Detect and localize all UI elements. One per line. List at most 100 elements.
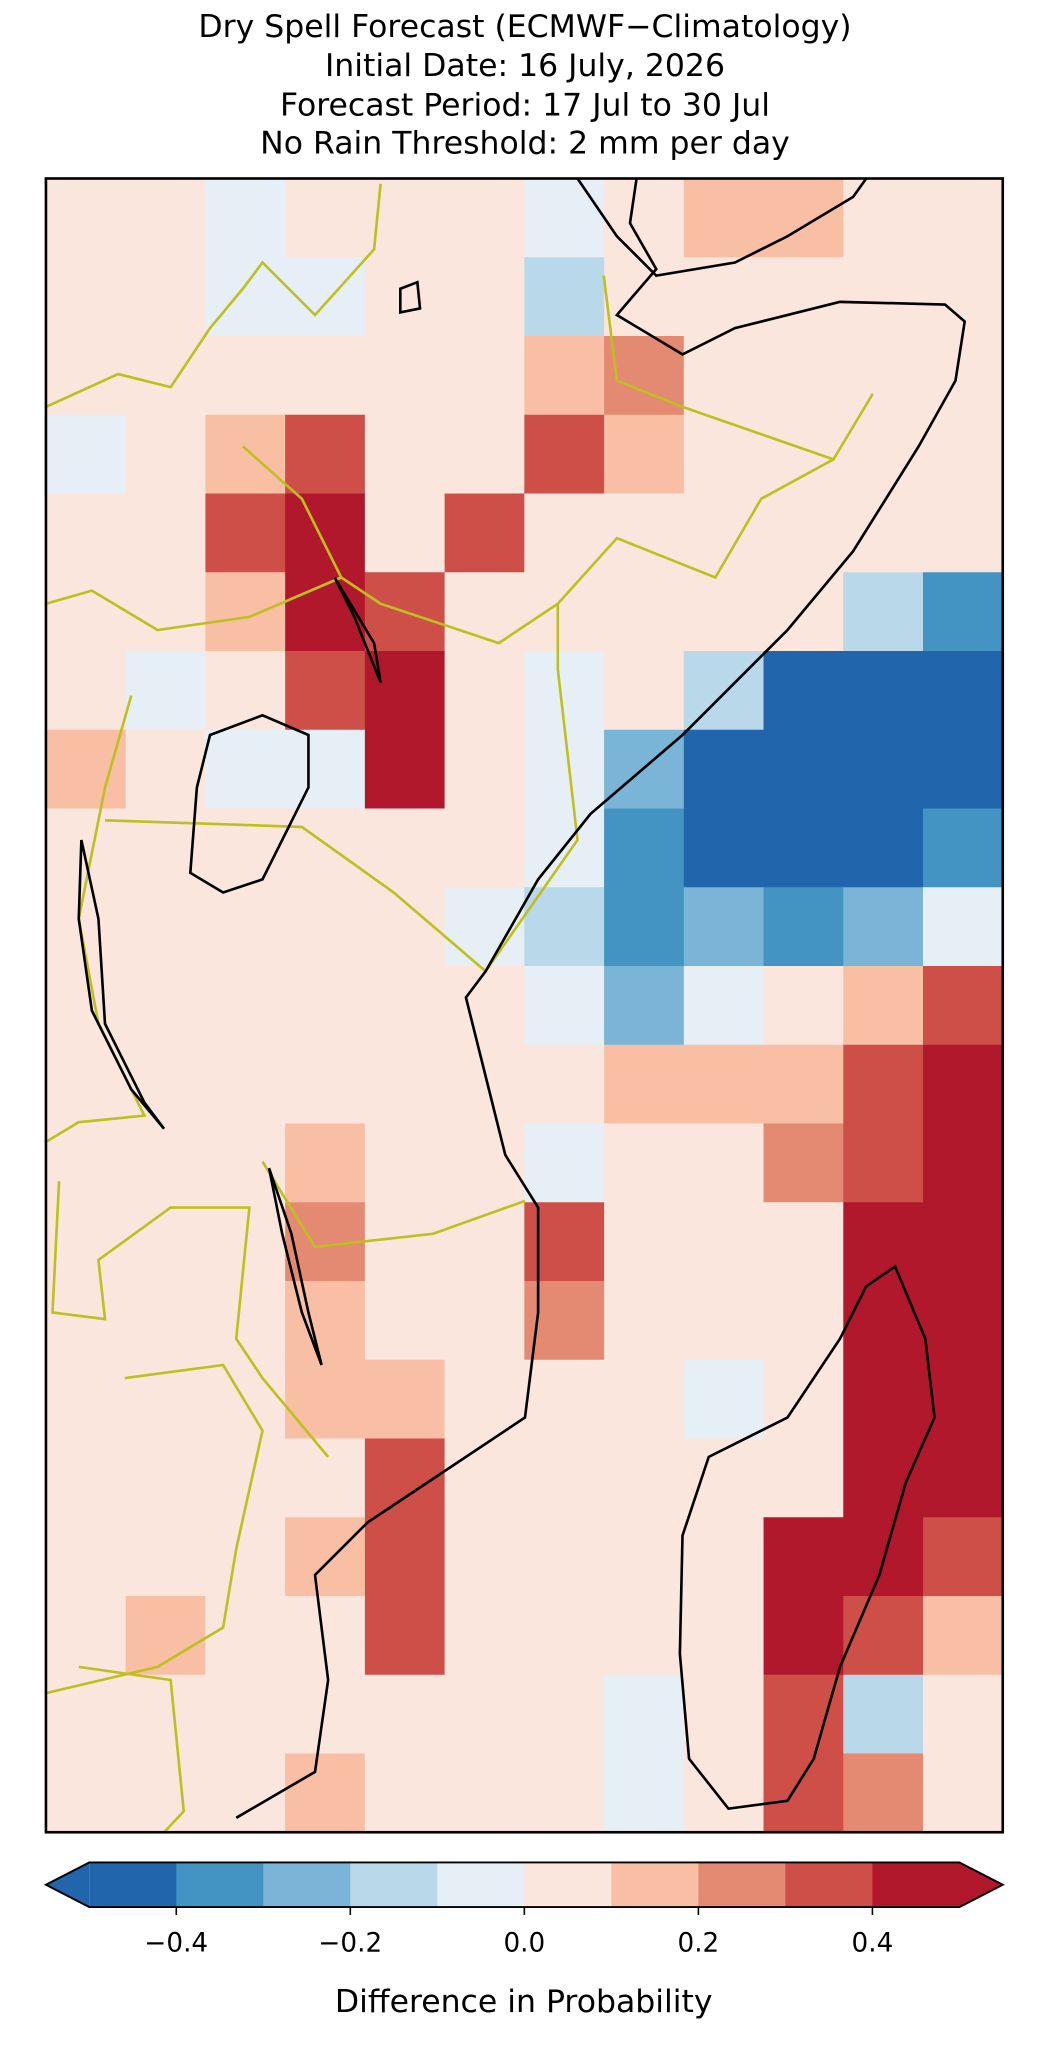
grid-cell bbox=[524, 178, 605, 258]
colorbar: −0.4 −0.2 0.0 0.2 0.4 bbox=[43, 1861, 1005, 1959]
colorbar-segment bbox=[350, 1862, 438, 1908]
border bbox=[45, 576, 342, 632]
grid-cell bbox=[843, 1674, 924, 1755]
title-line: Initial Date: 16 July, 2026 bbox=[325, 48, 725, 84]
grid-cell bbox=[125, 1674, 207, 1755]
grid-cell bbox=[923, 729, 1003, 810]
grid-cell bbox=[524, 1044, 605, 1125]
grid-cell bbox=[205, 1044, 286, 1125]
grid-cell bbox=[444, 966, 525, 1046]
grid-cell bbox=[923, 1674, 1003, 1755]
grid-cell bbox=[364, 1674, 446, 1755]
colorbar-segment bbox=[176, 1862, 264, 1908]
grid-cell bbox=[763, 1123, 844, 1203]
grid-cell bbox=[843, 1596, 924, 1676]
grid-cell bbox=[285, 966, 366, 1046]
grid-cell bbox=[923, 887, 1003, 967]
grid-cell bbox=[843, 493, 924, 573]
grid-cell bbox=[524, 1596, 605, 1676]
grid-cell bbox=[763, 808, 844, 888]
coastlines bbox=[77, 178, 967, 1819]
grid-cell bbox=[923, 1438, 1003, 1518]
grid-cell bbox=[364, 493, 446, 573]
grid-cell bbox=[763, 1044, 844, 1125]
grid-cell bbox=[604, 966, 685, 1046]
grid-cell bbox=[524, 729, 605, 810]
grid-cell bbox=[285, 1044, 366, 1125]
border bbox=[45, 183, 382, 409]
grid-cell bbox=[604, 1517, 685, 1597]
map-frame bbox=[44, 177, 1005, 1834]
grid-cell bbox=[45, 178, 127, 258]
grid-cell bbox=[683, 1359, 765, 1440]
grid-cell bbox=[683, 1674, 765, 1755]
grid-cell bbox=[125, 1202, 207, 1282]
grid-cell bbox=[843, 887, 924, 967]
grid-cell bbox=[763, 1438, 844, 1518]
grid-cell bbox=[205, 651, 286, 731]
grid-cell bbox=[45, 1438, 127, 1518]
colorbar-tick-label: −0.4 bbox=[144, 1929, 208, 1959]
grid-cell bbox=[205, 336, 286, 416]
grid-cell bbox=[524, 887, 605, 967]
grid-cell bbox=[125, 1596, 207, 1676]
grid-cell bbox=[843, 178, 924, 258]
grid-cell bbox=[683, 414, 765, 495]
grid-cell bbox=[843, 808, 924, 888]
grid-cell bbox=[524, 336, 605, 416]
grid-cell bbox=[843, 1359, 924, 1440]
grid-cell bbox=[205, 1281, 286, 1361]
grid-cell bbox=[683, 729, 765, 810]
grid-cell bbox=[763, 887, 844, 967]
grid-cell bbox=[45, 572, 127, 652]
grid-cell bbox=[683, 336, 765, 416]
grid-cell bbox=[683, 1753, 765, 1833]
grid-cell bbox=[205, 729, 286, 810]
grid-cell bbox=[125, 414, 207, 495]
grid-cell bbox=[683, 1438, 765, 1518]
grid-cell bbox=[125, 493, 207, 573]
coastline bbox=[576, 178, 868, 278]
grid-cell bbox=[683, 808, 765, 888]
lake-tanganyika bbox=[77, 839, 166, 1130]
grid-cell bbox=[444, 651, 525, 731]
colorbar-tick-label: 0.2 bbox=[678, 1929, 720, 1959]
grid-cell bbox=[843, 1044, 924, 1125]
colorbar-segment bbox=[872, 1862, 961, 1908]
grid-cell bbox=[604, 414, 685, 495]
grid-cell bbox=[843, 1281, 924, 1361]
grid-cell bbox=[205, 1517, 286, 1597]
grid-cell bbox=[524, 1359, 605, 1440]
grid-cell bbox=[444, 257, 525, 337]
grid-cell bbox=[444, 1596, 525, 1676]
grid-cell bbox=[683, 1281, 765, 1361]
grid-cell bbox=[843, 414, 924, 495]
grid-cell bbox=[923, 414, 1003, 495]
grid-cell bbox=[444, 1438, 525, 1518]
colorbar-tick-label: 0.0 bbox=[503, 1929, 545, 1959]
grid-cell bbox=[364, 729, 446, 810]
grid-cell bbox=[285, 414, 366, 495]
title-line: No Rain Threshold: 2 mm per day bbox=[260, 126, 790, 162]
grid-cell bbox=[604, 257, 685, 337]
grid-cell bbox=[285, 1438, 366, 1518]
grid-cell bbox=[125, 887, 207, 967]
grid-cell bbox=[364, 1202, 446, 1282]
grid-cell bbox=[524, 493, 605, 573]
grid-cell bbox=[125, 257, 207, 337]
grid-cell bbox=[524, 257, 605, 337]
grid-cell bbox=[763, 257, 844, 337]
grid-cell bbox=[923, 178, 1003, 258]
grid-cell bbox=[763, 493, 844, 573]
grid-cell bbox=[285, 1517, 366, 1597]
grid-cell bbox=[125, 1123, 207, 1203]
grid-cell bbox=[444, 1753, 525, 1833]
grid-cell bbox=[604, 1202, 685, 1282]
grid-cell bbox=[524, 966, 605, 1046]
grid-cell bbox=[205, 1596, 286, 1676]
grid-cell bbox=[45, 1753, 127, 1833]
grid-cell bbox=[604, 651, 685, 731]
coastline bbox=[235, 178, 967, 1819]
grid-cell bbox=[444, 414, 525, 495]
colorbar-segment bbox=[611, 1862, 700, 1908]
